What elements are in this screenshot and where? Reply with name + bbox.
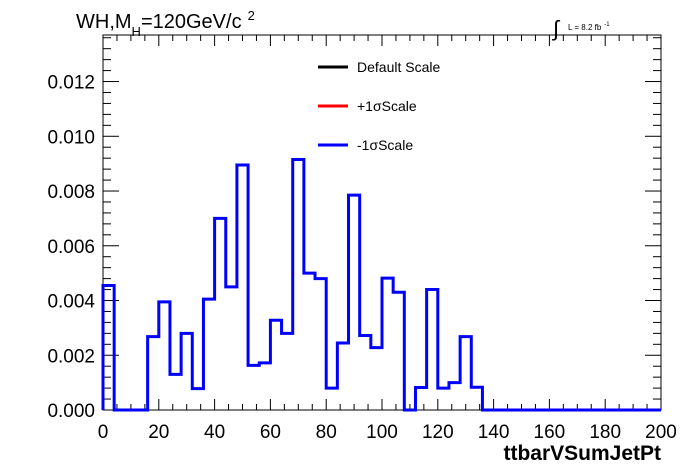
y-tick-label: 0.012: [47, 73, 95, 94]
x-tick-label: 0: [98, 422, 109, 443]
y-tick-label: 0.010: [47, 127, 95, 148]
x-tick-label: 60: [260, 422, 281, 443]
y-tick-label: 0.008: [47, 182, 95, 203]
series-line: [101, 158, 661, 412]
legend-label: Default Scale: [357, 59, 440, 75]
chart-title: WH,MH=120GeV/c 2: [76, 8, 255, 39]
x-axis: 0 20 40 60 80 100 120 140 160 180 200: [98, 35, 677, 443]
y-axis: 0.000 0.002 0.004 0.006 0.008 0.010 0.012: [47, 37, 661, 422]
x-tick-label: 120: [422, 422, 454, 443]
x-tick-label: 200: [645, 422, 677, 443]
x-axis-title: ttbarVSumJetPt: [503, 442, 661, 465]
integral-sign: ∫: [551, 16, 561, 41]
x-tick-label: 140: [478, 422, 510, 443]
x-tick-label: 80: [316, 422, 337, 443]
y-tick-label: 0.002: [47, 346, 95, 367]
y-tick-label: 0.006: [47, 237, 95, 258]
y-tick-label: 0.004: [47, 292, 95, 313]
lumi-label: ∫ L = 8.2 fb -1: [551, 16, 610, 41]
lumi-text: L = 8.2 fb -1: [568, 22, 610, 32]
legend-label: +1σScale: [357, 98, 417, 114]
series-group: [101, 158, 661, 412]
x-tick-label: 40: [204, 422, 225, 443]
x-tick-label: 100: [366, 422, 398, 443]
legend: Default Scale +1σScale -1σScale: [318, 59, 440, 153]
x-tick-label: 20: [148, 422, 169, 443]
plot-frame: [102, 34, 662, 411]
y-tick-label: 0.000: [47, 401, 95, 422]
x-tick-label: 160: [534, 422, 566, 443]
legend-label: -1σScale: [357, 137, 413, 153]
x-tick-label: 180: [589, 422, 621, 443]
